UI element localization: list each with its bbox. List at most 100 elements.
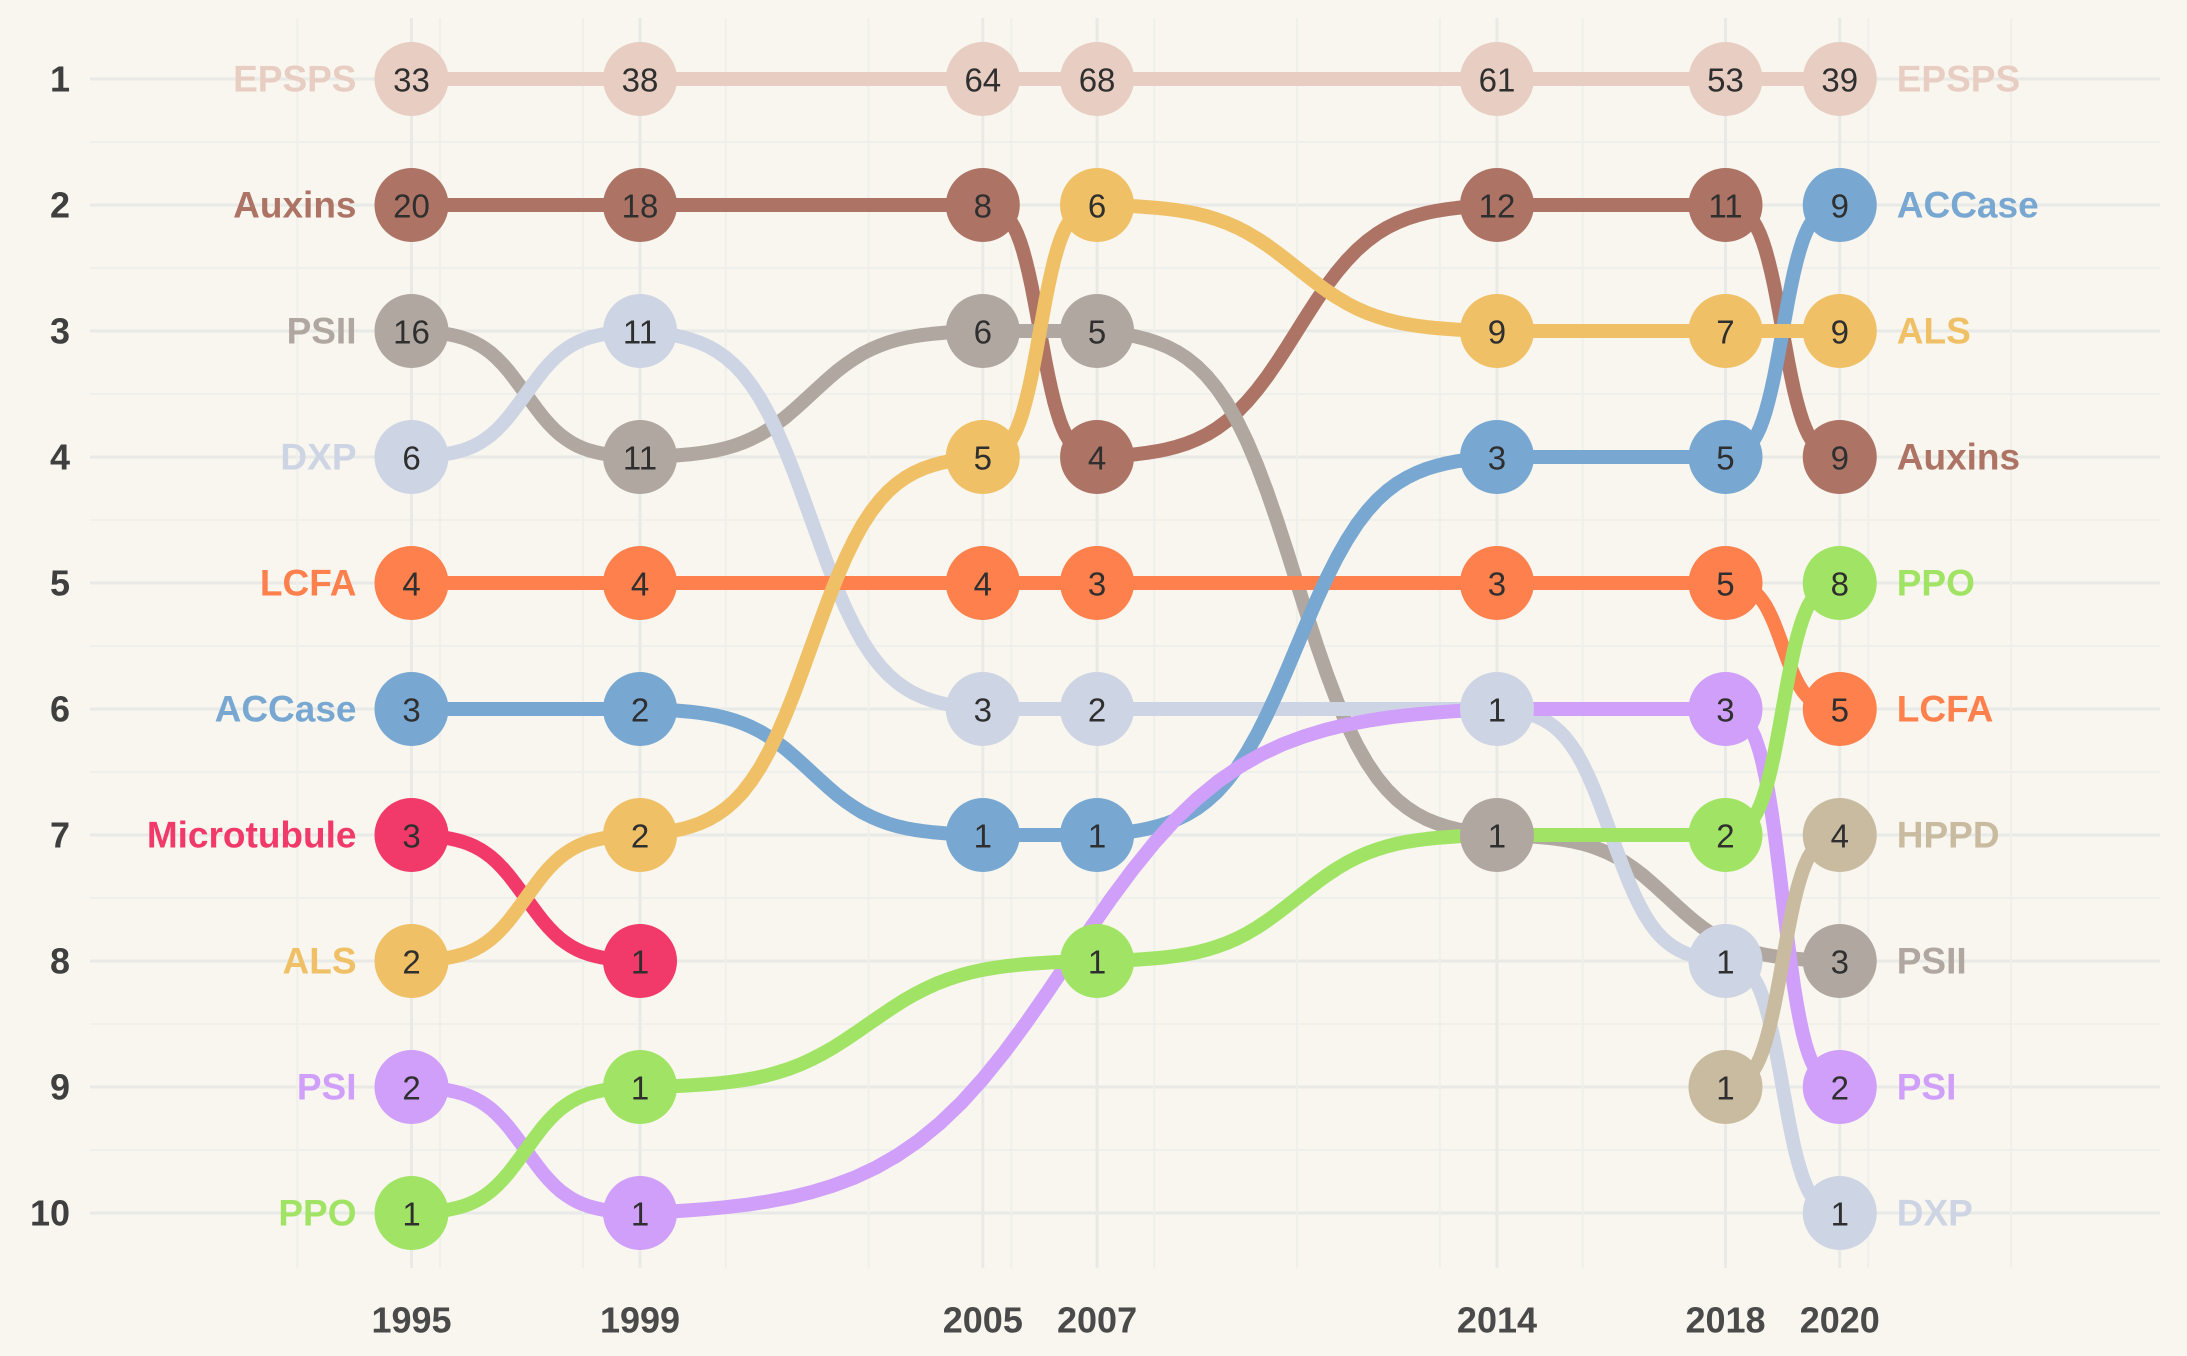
series-point-accase [1060,798,1135,872]
data-label: 38 [622,62,659,99]
series-name-right-auxins: Auxins [1897,437,2020,478]
data-label: 3 [1488,566,1506,603]
data-label: 61 [1479,62,1516,99]
data-label: 1 [1716,1070,1734,1107]
series-point-accase [1802,168,1877,242]
rank-tick-label: 9 [50,1067,70,1108]
series-point-lcfa [374,546,449,620]
series-point-auxins [374,168,449,242]
series-point-als [1802,294,1877,368]
series-name-left-dxp: DXP [280,437,356,478]
series-name-right-als: ALS [1897,311,1971,352]
data-label: 5 [1716,440,1734,477]
rank-tick-label: 6 [50,689,70,730]
series-point-psii [374,294,449,368]
year-tick-label: 2014 [1457,1300,1537,1341]
series-point-psii [1459,798,1534,872]
series-point-als [603,798,678,872]
data-label: 3 [1488,440,1506,477]
series-point-epsps [1802,42,1877,116]
series-name-left-lcfa: LCFA [260,563,357,604]
series-point-hppd [1802,798,1877,872]
year-tick-label: 2005 [943,1300,1023,1341]
year-tick-label: 2020 [1800,1300,1880,1341]
data-label: 1 [402,1196,420,1233]
series-name-left-accase: ACCase [215,689,357,730]
data-label: 6 [1088,188,1106,225]
data-label: 9 [1831,314,1849,351]
data-label: 4 [631,566,649,603]
data-label: 4 [1088,440,1106,477]
series-point-auxins [945,168,1020,242]
series-point-ppo [1060,924,1135,998]
data-label: 6 [402,440,420,477]
data-label: 1 [1088,944,1106,981]
series-point-psii [1802,924,1877,998]
series-point-psii [945,294,1020,368]
data-label: 11 [623,440,657,477]
data-label: 2 [1088,692,1106,729]
series-point-psi [1688,672,1763,746]
series-line-accase [404,198,1847,842]
series-point-dxp [945,672,1020,746]
series-name-right-dxp: DXP [1897,1193,1973,1234]
series-point-hppd [1688,1050,1763,1124]
rank-tick-label: 3 [50,311,70,352]
data-label: 2 [402,1070,420,1107]
series-name-right-hppd: HPPD [1897,815,2000,856]
data-label: 4 [974,566,992,603]
year-tick-label: 2018 [1685,1300,1765,1341]
series-point-auxins [1802,420,1877,494]
series-point-auxins [1459,168,1534,242]
series-point-ppo [374,1176,449,1250]
series-point-dxp [1802,1176,1877,1250]
data-label: 16 [393,314,430,351]
series-point-dxp [1060,672,1135,746]
series-point-accase [374,672,449,746]
data-label: 3 [402,692,420,729]
data-label: 1 [1831,1196,1849,1233]
data-label: 68 [1079,62,1116,99]
data-label: 9 [1831,440,1849,477]
data-label: 3 [1831,944,1849,981]
series-point-psi [374,1050,449,1124]
data-label: 20 [393,188,430,225]
data-label: 18 [622,188,659,225]
series-point-dxp [1688,924,1763,998]
rank-tick-label: 2 [50,185,70,226]
series-point-epsps [1688,42,1763,116]
data-label: 1 [1488,692,1506,729]
series-point-ppo [1688,798,1763,872]
data-label: 1 [631,1196,649,1233]
data-label: 5 [1088,314,1106,351]
series-point-microtubule [603,924,678,998]
data-label: 1 [1488,818,1506,855]
series-name-left-auxins: Auxins [233,185,356,226]
series-point-lcfa [1688,546,1763,620]
series-point-microtubule [374,798,449,872]
data-label: 3 [402,818,420,855]
data-label: 1 [974,818,992,855]
data-label: 1 [1088,818,1106,855]
data-label: 5 [1716,566,1734,603]
series-name-left-psii: PSII [287,311,357,352]
series-name-left-ppo: PPO [278,1193,356,1234]
data-label: 6 [974,314,992,351]
rank-tick-label: 1 [50,59,70,100]
data-label: 1 [631,944,649,981]
rank-tick-label: 7 [50,815,70,856]
series-point-epsps [1060,42,1135,116]
year-tick-label: 1995 [371,1300,451,1341]
data-label: 2 [631,692,649,729]
data-label: 11 [623,314,657,351]
data-label: 5 [974,440,992,477]
series-point-psi [603,1176,678,1250]
data-label: 5 [1831,692,1849,729]
series-point-ppo [1802,546,1877,620]
series-name-left-microtubule: Microtubule [147,815,357,856]
series-name-right-epsps: EPSPS [1897,59,2020,100]
series-point-ppo [603,1050,678,1124]
data-label: 3 [974,692,992,729]
series-name-right-psi: PSI [1897,1067,1957,1108]
